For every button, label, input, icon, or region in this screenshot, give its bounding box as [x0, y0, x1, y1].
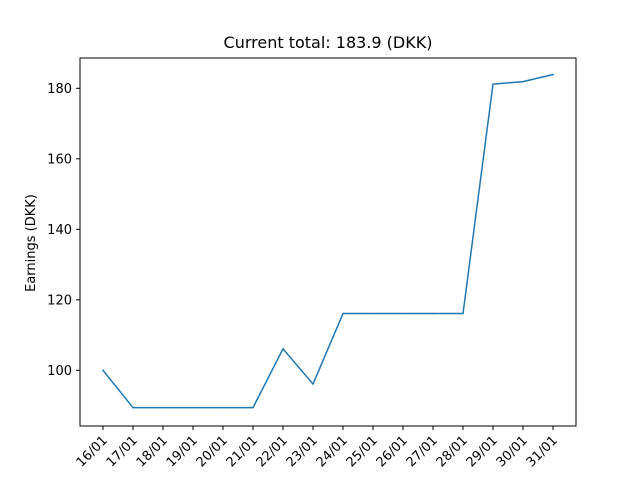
y-ticks-layer: 100 120 140 160 180: [47, 82, 80, 379]
y-axis-label-group: Earnings (DKK): [24, 194, 39, 292]
data-point: [102, 369, 104, 372]
data-point: [222, 406, 224, 409]
series-layer: [101, 73, 554, 409]
series-line-0: [101, 73, 554, 409]
y-tick-label: 160: [47, 152, 72, 167]
plot-frame: [79, 57, 577, 427]
data-point: [252, 406, 254, 409]
data-point: [342, 312, 344, 315]
y-axis-label: Earnings (DKK): [24, 194, 39, 292]
chart-title: Current total: 183.9 (DKK): [224, 33, 433, 52]
data-point: [132, 406, 134, 409]
data-point: [282, 348, 284, 350]
y-tick-label: 120: [47, 293, 72, 308]
data-point: [492, 83, 494, 85]
y-tick-label: 100: [47, 364, 72, 379]
y-tick-label: 140: [47, 223, 72, 238]
data-point: [402, 312, 404, 315]
data-point: [192, 406, 194, 409]
data-point: [372, 312, 374, 315]
data-point: [462, 312, 464, 315]
data-point: [432, 312, 434, 315]
data-point: [522, 80, 524, 83]
data-point: [312, 383, 314, 385]
data-point: [552, 73, 554, 76]
data-point: [162, 406, 164, 409]
y-tick-label: 180: [47, 82, 72, 97]
